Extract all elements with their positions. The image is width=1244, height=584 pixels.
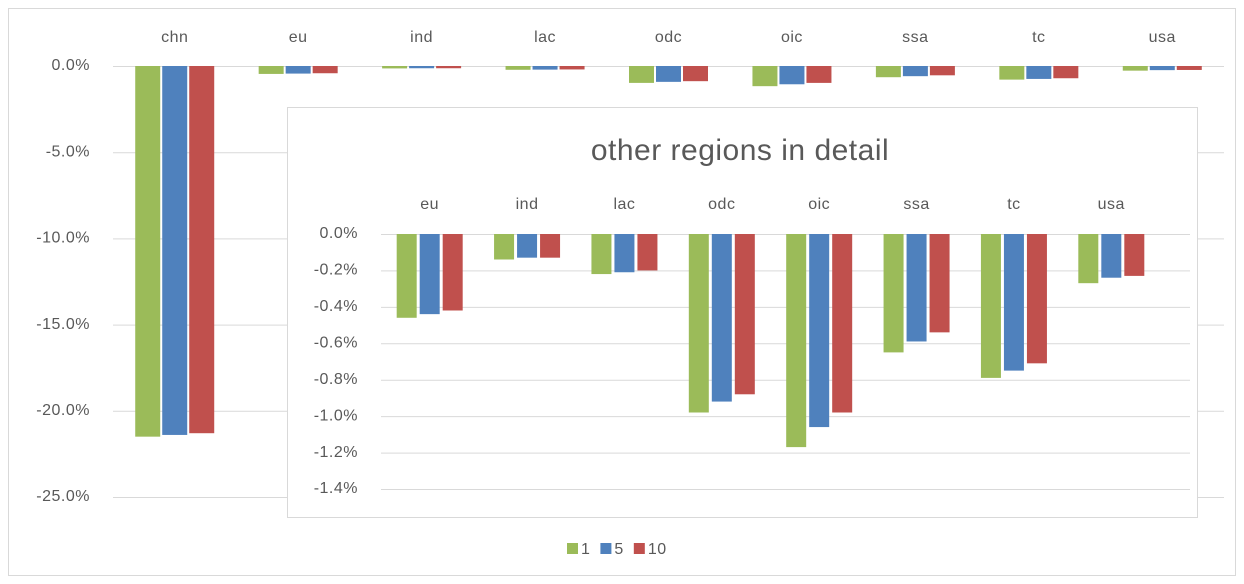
y-tick-label: -1.4% bbox=[314, 480, 358, 497]
bar bbox=[494, 234, 515, 260]
bar bbox=[806, 66, 832, 83]
x-tick-label: lac bbox=[534, 29, 556, 46]
bar bbox=[779, 66, 805, 85]
legend-swatch bbox=[600, 543, 612, 554]
bar bbox=[1149, 66, 1175, 71]
legend-label: 5 bbox=[614, 541, 623, 558]
x-tick-label: ssa bbox=[902, 29, 928, 46]
x-tick-label: eu bbox=[420, 196, 439, 213]
bar bbox=[629, 66, 654, 83]
bar bbox=[1026, 66, 1052, 79]
y-tick-label: 0.0% bbox=[52, 57, 90, 74]
bar bbox=[1122, 66, 1148, 71]
x-tick-label: usa bbox=[1098, 196, 1125, 213]
bar bbox=[409, 66, 435, 69]
y-tick-label: 0.0% bbox=[320, 225, 358, 242]
legend-label: 1 bbox=[581, 541, 590, 558]
bar bbox=[1003, 234, 1024, 371]
y-tick-label: -25.0% bbox=[36, 488, 90, 505]
bar bbox=[711, 234, 732, 402]
x-tick-label: oic bbox=[808, 196, 830, 213]
bar bbox=[312, 66, 338, 74]
x-tick-label: oic bbox=[781, 29, 803, 46]
x-tick-label: odc bbox=[708, 196, 735, 213]
bar bbox=[656, 66, 681, 82]
bar bbox=[999, 66, 1025, 80]
x-tick-label: odc bbox=[655, 29, 682, 46]
bar bbox=[883, 234, 904, 353]
x-tick-label: eu bbox=[289, 29, 308, 46]
bar bbox=[688, 234, 709, 413]
y-tick-label: -15.0% bbox=[36, 316, 90, 333]
legend: 1 5 10 bbox=[567, 541, 667, 558]
bar bbox=[442, 234, 463, 311]
y-tick-label: -1.2% bbox=[314, 444, 358, 461]
bar bbox=[505, 66, 531, 70]
x-tick-label: tc bbox=[1032, 29, 1045, 46]
bar bbox=[906, 234, 927, 342]
bar bbox=[396, 234, 417, 318]
inset-title: other regions in detail bbox=[591, 134, 889, 167]
bar bbox=[1101, 234, 1122, 278]
bar bbox=[809, 234, 830, 428]
y-tick-label: -0.4% bbox=[314, 298, 358, 315]
y-tick-label: -0.6% bbox=[314, 335, 358, 352]
bar bbox=[517, 234, 538, 258]
legend-label: 10 bbox=[648, 541, 667, 558]
inset-chart: 0.0% -0.2% -0.4% -0.6% -0.8% -1.0% -1.2% -1.4% e… bbox=[314, 196, 1190, 497]
bar bbox=[614, 234, 635, 273]
bar bbox=[591, 234, 612, 275]
bar bbox=[189, 66, 215, 434]
bar bbox=[540, 234, 561, 258]
bar bbox=[1053, 66, 1079, 79]
y-tick-label: -5.0% bbox=[46, 143, 90, 160]
x-tick-label: lac bbox=[613, 196, 635, 213]
bar bbox=[752, 66, 778, 87]
bar bbox=[980, 234, 1001, 378]
bar bbox=[135, 66, 161, 437]
bar bbox=[734, 234, 755, 395]
bar bbox=[929, 234, 950, 333]
bar bbox=[532, 66, 558, 70]
bar bbox=[559, 66, 585, 70]
y-tick-label: -20.0% bbox=[36, 402, 90, 419]
bar bbox=[1026, 234, 1047, 364]
bar bbox=[285, 66, 311, 74]
y-tick-label: -10.0% bbox=[36, 230, 90, 247]
bar bbox=[1176, 66, 1202, 70]
bar bbox=[683, 66, 708, 82]
y-tick-label: -1.0% bbox=[314, 407, 358, 424]
bar bbox=[1124, 234, 1145, 276]
x-tick-label: ind bbox=[410, 29, 433, 46]
bar bbox=[637, 234, 658, 271]
x-tick-label: chn bbox=[161, 29, 188, 46]
legend-swatch bbox=[567, 543, 578, 554]
legend-swatch bbox=[633, 543, 645, 554]
x-tick-label: ssa bbox=[903, 196, 929, 213]
bar bbox=[382, 66, 408, 69]
y-tick-label: -0.2% bbox=[314, 262, 358, 279]
bar bbox=[786, 234, 807, 448]
bar bbox=[902, 66, 928, 77]
x-tick-label: tc bbox=[1007, 196, 1020, 213]
bar bbox=[419, 234, 440, 315]
y-tick-label: -0.8% bbox=[314, 371, 358, 388]
x-tick-label: ind bbox=[516, 196, 539, 213]
bar bbox=[436, 66, 462, 69]
bar bbox=[1078, 234, 1099, 284]
x-tick-label: usa bbox=[1149, 29, 1176, 46]
bar bbox=[832, 234, 853, 413]
bar bbox=[162, 66, 188, 435]
bar bbox=[258, 66, 284, 74]
bar bbox=[875, 66, 901, 78]
bar bbox=[929, 66, 955, 76]
